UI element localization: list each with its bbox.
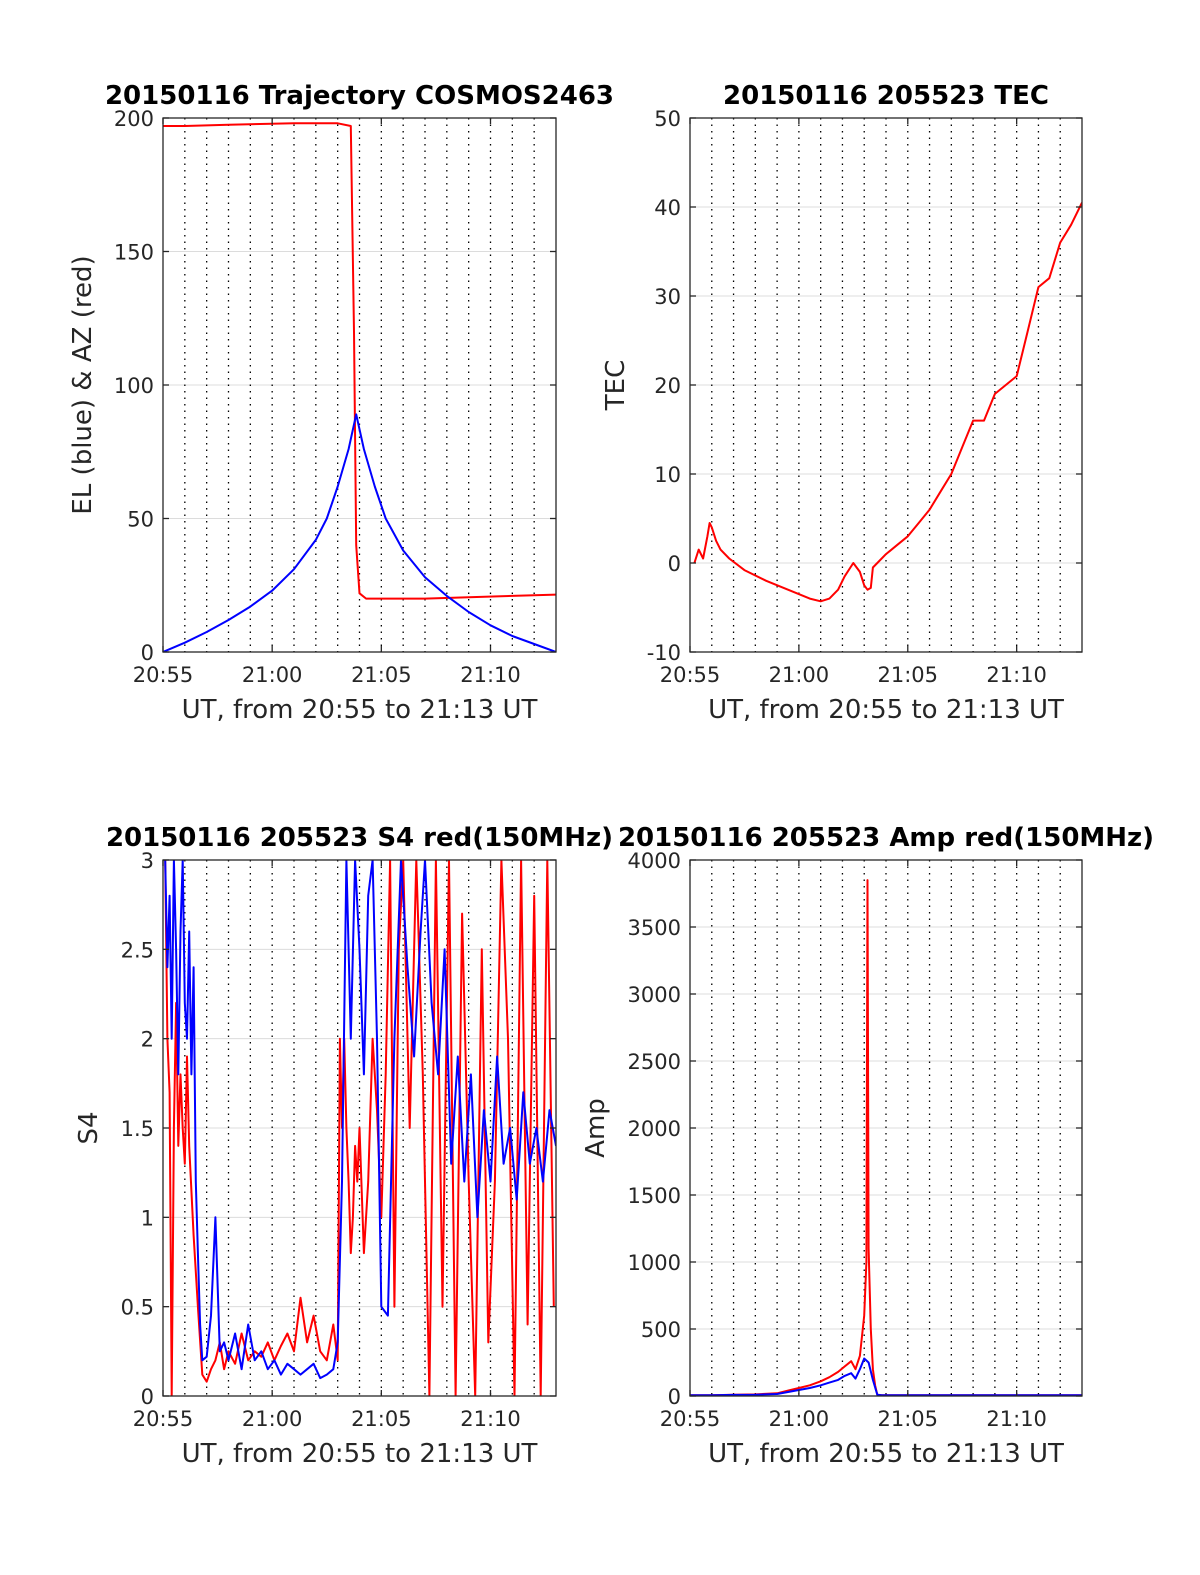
y-tick-label: 2 [141, 1028, 154, 1052]
y-tick-label: 40 [654, 196, 681, 220]
series-group [693, 202, 1082, 603]
chart-title: 20150116 205523 S4 red(150MHz) [106, 823, 613, 853]
y-tick-label: 2000 [628, 1117, 681, 1141]
x-tick-label: 21:00 [242, 1407, 303, 1431]
y-axis-label: TEC [601, 360, 631, 411]
y-tick-label: 50 [654, 107, 681, 131]
x-tick-label: 21:10 [986, 663, 1047, 687]
y-tick-label: 1500 [628, 1184, 681, 1208]
y-tick-label: 150 [114, 241, 154, 265]
x-tick-label: 20:55 [133, 1407, 194, 1431]
x-axis-label: UT, from 20:55 to 21:13 UT [182, 1439, 538, 1469]
y-tick-label: 0 [668, 1385, 681, 1409]
x-axis-label: UT, from 20:55 to 21:13 UT [182, 695, 538, 725]
y-tick-label: 10 [654, 463, 681, 487]
y-tick-label: 4000 [628, 849, 681, 873]
y-tick-label: 20 [654, 374, 681, 398]
x-tick-label: 21:05 [878, 1407, 939, 1431]
x-tick-label: 21:00 [242, 663, 303, 687]
subplot-2: 20:55 21:00 21:05 21:10 -10 0 10 20 30 40 50 UT, fr… [601, 81, 1083, 725]
y-tick-label: 50 [127, 508, 154, 532]
y-tick-label: 1 [141, 1206, 154, 1230]
y-tick-label: 3000 [628, 983, 681, 1007]
y-axis-label: S4 [74, 1111, 104, 1144]
series-group [163, 122, 556, 652]
x-tick-label: 21:05 [878, 663, 939, 687]
y-tick-label: 30 [654, 285, 681, 309]
series-line-second [164, 860, 556, 1380]
y-tick-label: -10 [647, 641, 681, 665]
x-tick-label: 20:55 [133, 663, 194, 687]
x-tick-label: 21:05 [351, 663, 412, 687]
y-tick-label: 0.5 [121, 1296, 154, 1320]
series-line-first [163, 122, 556, 600]
chart-title: 20150116 205523 TEC [723, 81, 1049, 111]
x-tick-label: 21:00 [769, 1407, 830, 1431]
series-line-first [693, 202, 1082, 603]
y-tick-label: 0 [141, 641, 154, 665]
chart-title: 20150116 205523 Amp red(150MHz) [618, 823, 1154, 853]
y-axis-label: EL (blue) & AZ (red) [68, 255, 98, 514]
x-tick-label: 21:05 [351, 1407, 412, 1431]
x-tick-label: 21:10 [986, 1407, 1047, 1431]
x-tick-label: 20:55 [660, 1407, 721, 1431]
x-tick-label: 20:55 [660, 663, 721, 687]
y-tick-label: 1.5 [121, 1117, 154, 1141]
y-tick-label: 0 [668, 552, 681, 576]
series-group [164, 860, 556, 1396]
x-tick-label: 21:10 [460, 1407, 521, 1431]
series-line-second [163, 413, 556, 652]
x-axis-label: UT, from 20:55 to 21:13 UT [708, 695, 1064, 725]
y-axis-label: Amp [581, 1098, 611, 1158]
subplot-1: 20:55 21:00 21:05 21:10 0 50 100 150 200 UT, from… [68, 81, 614, 725]
y-tick-label: 2.5 [121, 938, 154, 962]
x-axis-label: UT, from 20:55 to 21:13 UT [708, 1439, 1064, 1469]
y-tick-label: 500 [641, 1318, 681, 1342]
y-tick-label: 100 [114, 374, 154, 398]
x-tick-label: 21:10 [460, 663, 521, 687]
series-group [690, 879, 1082, 1396]
y-tick-label: 3 [141, 849, 154, 873]
y-tick-label: 200 [114, 107, 154, 131]
chart-title: 20150116 Trajectory COSMOS2463 [105, 81, 614, 111]
y-tick-label: 0 [141, 1385, 154, 1409]
subplot-4: 20:55 21:00 21:05 21:10 0 500 1000 1500 2000 2500… [581, 823, 1154, 1469]
y-tick-label: 1000 [628, 1251, 681, 1275]
y-tick-label: 3500 [628, 916, 681, 940]
y-tick-label: 2500 [628, 1050, 681, 1074]
x-tick-label: 21:00 [769, 663, 830, 687]
subplot-3: 20:55 21:00 21:05 21:10 0 0.5 1 1.5 2 2.5 3 UT, fro… [74, 823, 613, 1469]
series-line-second [690, 1357, 1082, 1396]
